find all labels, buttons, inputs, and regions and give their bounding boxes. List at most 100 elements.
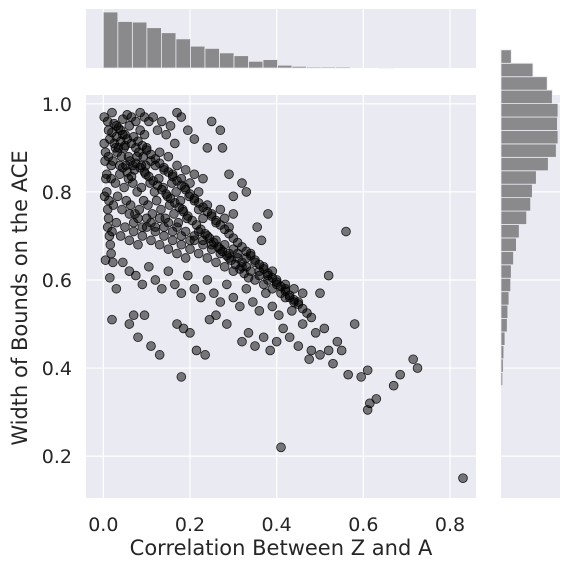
- scatter-point: [341, 226, 351, 237]
- scatter-point: [224, 169, 234, 180]
- y-histogram-bar: [500, 371, 504, 387]
- scatter-point: [101, 173, 111, 184]
- scatter-point: [241, 187, 252, 197]
- scatter-point: [132, 151, 142, 162]
- scatter-point: [297, 319, 308, 329]
- scatter-point: [256, 235, 267, 246]
- y-histogram-bar: [500, 76, 548, 91]
- scatter-point: [119, 182, 129, 193]
- y-histogram-bar: [500, 304, 509, 319]
- scatter-point: [228, 191, 239, 202]
- x-histogram-bar: [378, 67, 395, 69]
- x-histogram-bar: [131, 21, 148, 69]
- x-histogram-bar: [146, 27, 162, 69]
- scatter-point: [111, 217, 122, 228]
- x-tick-label: 0.6: [348, 514, 378, 536]
- scatter-point: [133, 213, 143, 224]
- scatter-point: [243, 328, 254, 338]
- scatter-point: [252, 222, 262, 232]
- scatter-point: [258, 332, 269, 343]
- scatter-point: [133, 239, 143, 250]
- scatter-point: [193, 226, 204, 237]
- scatter-point: [276, 288, 286, 298]
- scatter-point: [133, 332, 143, 343]
- scatter-point: [126, 171, 137, 182]
- scatter-point: [228, 209, 239, 219]
- scatter-point: [115, 160, 125, 171]
- scatter-point: [172, 222, 182, 232]
- scatter-point: [104, 231, 115, 241]
- scatter-point: [183, 270, 193, 281]
- scatter-point: [154, 213, 165, 224]
- scatter-point: [215, 204, 226, 215]
- scatter-point: [319, 323, 330, 334]
- scatter-point: [119, 143, 129, 153]
- main-scatter-panel: [86, 95, 476, 498]
- x-histogram-bar: [233, 55, 249, 69]
- scatter-point: [152, 125, 163, 136]
- y-histogram-bar: [500, 116, 558, 131]
- scatter-point: [146, 235, 156, 246]
- scatter-point: [170, 279, 180, 290]
- scatter-point: [211, 257, 221, 268]
- scatter-point: [271, 336, 282, 347]
- scatter-point: [306, 345, 317, 356]
- y-histogram-bar: [500, 62, 534, 78]
- scatter-point: [122, 110, 132, 120]
- x-histogram-bar: [160, 32, 177, 69]
- scatter-point: [172, 160, 182, 171]
- scatter-point: [287, 306, 297, 316]
- scatter-point: [206, 116, 217, 127]
- scatter-point: [356, 372, 366, 382]
- x-tick-label: 0.2: [175, 514, 205, 536]
- scatter-points: [99, 107, 468, 483]
- scatter-point: [117, 204, 127, 215]
- scatter-point: [113, 123, 124, 133]
- scatter-point: [137, 279, 148, 290]
- y-histogram-bar: [500, 331, 506, 346]
- y-axis-tick-labels: 0.2 0.4 0.6 0.8 1.0: [42, 94, 72, 468]
- right-histogram-bars: [500, 49, 559, 387]
- y-histogram-bar: [500, 130, 559, 145]
- scatter-point: [102, 187, 112, 197]
- scatter-point: [131, 270, 141, 281]
- scatter-point: [141, 160, 151, 171]
- scatter-point: [267, 301, 278, 312]
- scatter-point: [139, 129, 150, 140]
- x-axis-label: Correlation Between Z and A: [130, 536, 433, 560]
- scatter-point: [183, 125, 193, 136]
- y-histogram-bar: [500, 291, 510, 306]
- x-axis-tick-labels: 0.0 0.2 0.4 0.6 0.8: [88, 514, 465, 536]
- scatter-point: [250, 341, 260, 351]
- x-histogram-bar: [248, 60, 264, 69]
- scatter-point: [176, 372, 187, 382]
- scatter-point: [211, 310, 221, 321]
- scatter-point: [178, 323, 189, 334]
- scatter-point: [211, 235, 221, 246]
- scatter-point: [103, 213, 114, 224]
- scatter-point: [267, 283, 278, 294]
- y-axis-label: Width of Bounds on the ACE: [8, 150, 32, 445]
- scatter-point: [170, 138, 180, 149]
- scatter-point: [167, 235, 178, 246]
- scatter-point: [200, 350, 210, 360]
- scatter-point: [135, 107, 145, 118]
- scatter-point: [154, 350, 165, 360]
- scatter-point: [219, 239, 230, 250]
- scatter-point: [105, 272, 115, 283]
- x-tick-label: 0.8: [435, 514, 465, 536]
- scatter-point: [102, 204, 113, 215]
- scatter-point: [189, 283, 200, 294]
- scatter-point: [156, 204, 166, 215]
- top-marginal-histogram: [86, 9, 476, 69]
- scatter-point: [180, 253, 191, 263]
- scatter-point: [388, 380, 399, 391]
- y-histogram-bar: [500, 89, 553, 104]
- scatter-point: [293, 341, 304, 351]
- y-histogram-bar: [500, 264, 512, 279]
- scatter-point: [172, 319, 182, 329]
- scatter-point: [304, 354, 314, 365]
- scatter-point: [150, 222, 161, 232]
- scatter-point: [209, 288, 219, 298]
- scatter-point: [169, 209, 179, 219]
